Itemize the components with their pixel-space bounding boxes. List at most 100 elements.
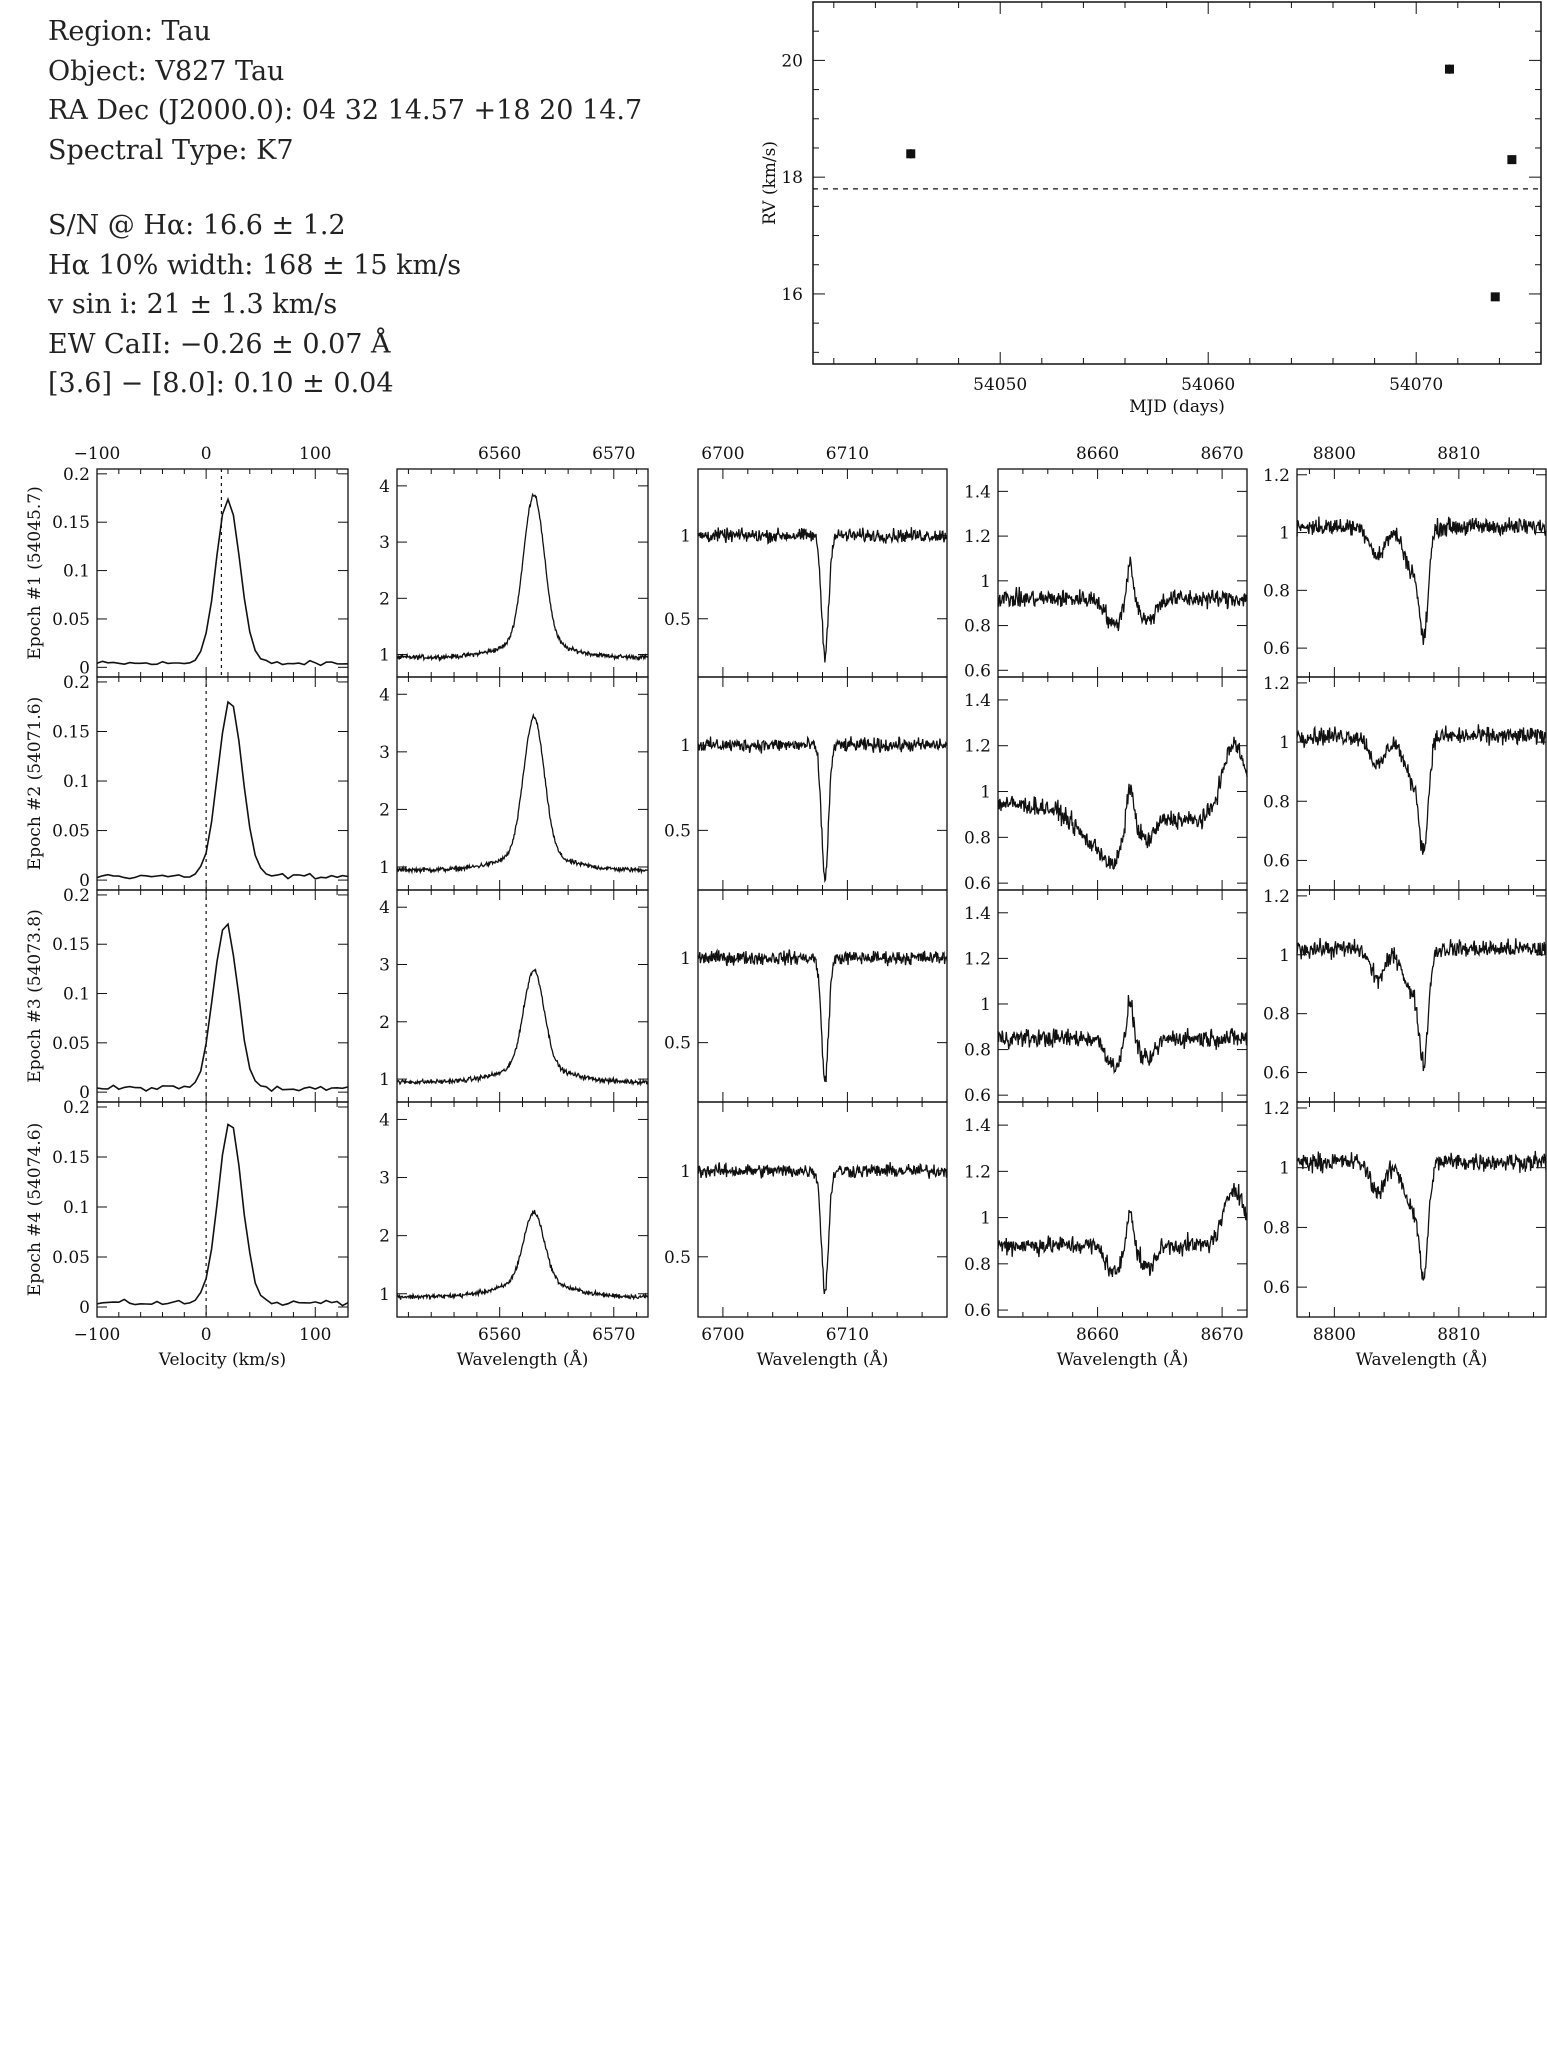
panel-frame xyxy=(1296,889,1547,1103)
region-text: Region: Tau xyxy=(48,16,211,47)
rv-x-tick-label: 54070 xyxy=(1389,375,1443,395)
spectrum-line xyxy=(697,1162,948,1294)
y-tick-label: 3 xyxy=(379,533,390,553)
y-tick-label: 0.1 xyxy=(63,985,90,1005)
spectrum-panel: 0.6 0.8 1 1.2 1.4 xyxy=(964,676,1248,894)
rv-point xyxy=(1444,64,1454,74)
spectrum-panel: 0.51 xyxy=(664,468,948,678)
spectrum-line xyxy=(1296,1150,1547,1281)
spectrum-panel: 0.51 xyxy=(664,889,948,1103)
y-tick-label: 2 xyxy=(379,800,390,820)
y-tick-label: 1 xyxy=(680,1162,691,1182)
y-tick-label: 0.6 xyxy=(964,1086,991,1106)
y-tick-label: 0 xyxy=(79,1298,90,1318)
y-tick-label: 1.4 xyxy=(964,904,991,924)
y-tick-label: 0 xyxy=(79,1083,90,1103)
y-tick-label: 1.4 xyxy=(964,482,991,502)
y-tick-label: 0.05 xyxy=(52,1248,90,1268)
y-tick-label: 0.8 xyxy=(964,1041,991,1061)
y-tick-label: 0.15 xyxy=(52,722,90,742)
y-tick-label: 1 xyxy=(379,858,390,878)
y-tick-label: 1 xyxy=(1279,733,1290,753)
rv-plot: 54050 54060 54070 16 18 20 MJD (days) RV (km/s) xyxy=(760,1,1542,417)
bottom-x-tick-label: 0 xyxy=(201,1325,212,1345)
halpha-width-text: Hα 10% width: 168 ± 15 km/s xyxy=(48,249,462,281)
y-tick-label: 0.8 xyxy=(964,828,991,848)
spectrum-line xyxy=(96,497,349,667)
epoch-row-label: Epoch #3 (54073.8) xyxy=(25,909,45,1082)
y-tick-label: 1.2 xyxy=(1263,466,1290,486)
spectrum-panel: 1 2 3 4 xyxy=(379,676,649,891)
spectrum-line xyxy=(997,1182,1248,1278)
y-tick-label: 0.2 xyxy=(63,1098,90,1118)
spectrum-line xyxy=(96,922,349,1093)
spectrum-line xyxy=(96,1123,349,1307)
bottom-x-tick-label: −100 xyxy=(74,1325,121,1345)
irac-color-text: [3.6] − [8.0]: 0.10 ± 0.04 xyxy=(48,368,394,399)
y-tick-label: 0.15 xyxy=(52,935,90,955)
y-tick-label: 1.2 xyxy=(1263,887,1290,907)
y-tick-label: 0.1 xyxy=(63,562,90,582)
spectrum-line xyxy=(396,1209,649,1301)
panel-frame xyxy=(997,1101,1248,1318)
top-x-tick-label: 8810 xyxy=(1437,444,1480,464)
rv-plot-frame xyxy=(812,1,1542,365)
panel-frame xyxy=(96,1101,349,1318)
spectrum-line xyxy=(396,492,649,663)
y-tick-label: 1.2 xyxy=(964,949,991,969)
y-tick-label: 1 xyxy=(980,783,991,803)
rv-y-axis-label: RV (km/s) xyxy=(760,141,780,225)
top-x-tick-label: 6710 xyxy=(826,444,869,464)
top-x-tick-label: 0 xyxy=(201,444,212,464)
y-tick-label: 0.2 xyxy=(63,886,90,906)
spectrum-line xyxy=(997,556,1248,632)
y-tick-label: 0.8 xyxy=(1263,581,1290,601)
top-x-tick-label: 6560 xyxy=(478,444,521,464)
y-tick-label: 2 xyxy=(379,1013,390,1033)
y-tick-label: 0.1 xyxy=(63,772,90,792)
panel-frame xyxy=(1296,468,1547,678)
y-tick-label: 4 xyxy=(379,685,390,705)
y-tick-label: 3 xyxy=(379,1169,390,1189)
sn-text: S/N @ Hα: 16.6 ± 1.2 xyxy=(48,210,346,241)
object-text: Object: V827 Tau xyxy=(48,55,285,87)
y-tick-label: 0.15 xyxy=(52,1148,90,1168)
y-tick-label: 0.8 xyxy=(964,617,991,637)
spectrum-panel: 0 0.05 0.1 0.15 0.2 Epoch #1 (54045.7) xyxy=(25,465,349,678)
panel-frame xyxy=(997,468,1248,678)
spectrum-panel: 1 2 3 4 xyxy=(379,1101,649,1318)
top-x-tick-label: 6570 xyxy=(592,444,635,464)
top-x-tick-label: 8800 xyxy=(1313,444,1356,464)
rv-y-tick-label: 18 xyxy=(781,168,803,188)
panel-frame xyxy=(396,468,649,678)
bottom-x-tick-label: 100 xyxy=(299,1325,331,1345)
spectrum-line xyxy=(396,712,649,875)
y-tick-label: 1.2 xyxy=(1263,674,1290,694)
spectrum-line xyxy=(396,967,649,1087)
spectrum-panel: 0.6 0.8 1 1.2 1.4 xyxy=(964,889,1248,1106)
object-info-block: Region: Tau Object: V827 Tau RA Dec (J20… xyxy=(48,12,642,404)
y-tick-label: 0 xyxy=(79,871,90,891)
spectrum-panel: 1 2 3 4 xyxy=(379,468,649,678)
panel-frame xyxy=(96,889,349,1103)
y-tick-label: 0 xyxy=(79,658,90,678)
epoch-row-label: Epoch #1 (54045.7) xyxy=(25,486,45,659)
y-tick-label: 0.05 xyxy=(52,1034,90,1054)
panel-frame xyxy=(997,676,1248,891)
spectrum-panel: 0.6 0.8 1 1.2 xyxy=(1263,466,1547,678)
vsini-text: v sin i: 21 ± 1.3 km/s xyxy=(48,289,338,320)
panel-frame xyxy=(1296,676,1547,891)
panel-frame xyxy=(697,1101,948,1318)
y-tick-label: 0.6 xyxy=(964,661,991,681)
x-axis-label: Wavelength (Å) xyxy=(1057,1349,1189,1370)
y-tick-label: 1 xyxy=(379,1070,390,1090)
radec-text: RA Dec (J2000.0): 04 32 14.57 +18 20 14.… xyxy=(48,95,643,126)
panel-frame xyxy=(96,468,349,678)
spectrum-line xyxy=(997,994,1248,1075)
y-tick-label: 1 xyxy=(1279,1159,1290,1179)
rv-point xyxy=(1490,292,1500,302)
y-tick-label: 1 xyxy=(680,736,691,756)
